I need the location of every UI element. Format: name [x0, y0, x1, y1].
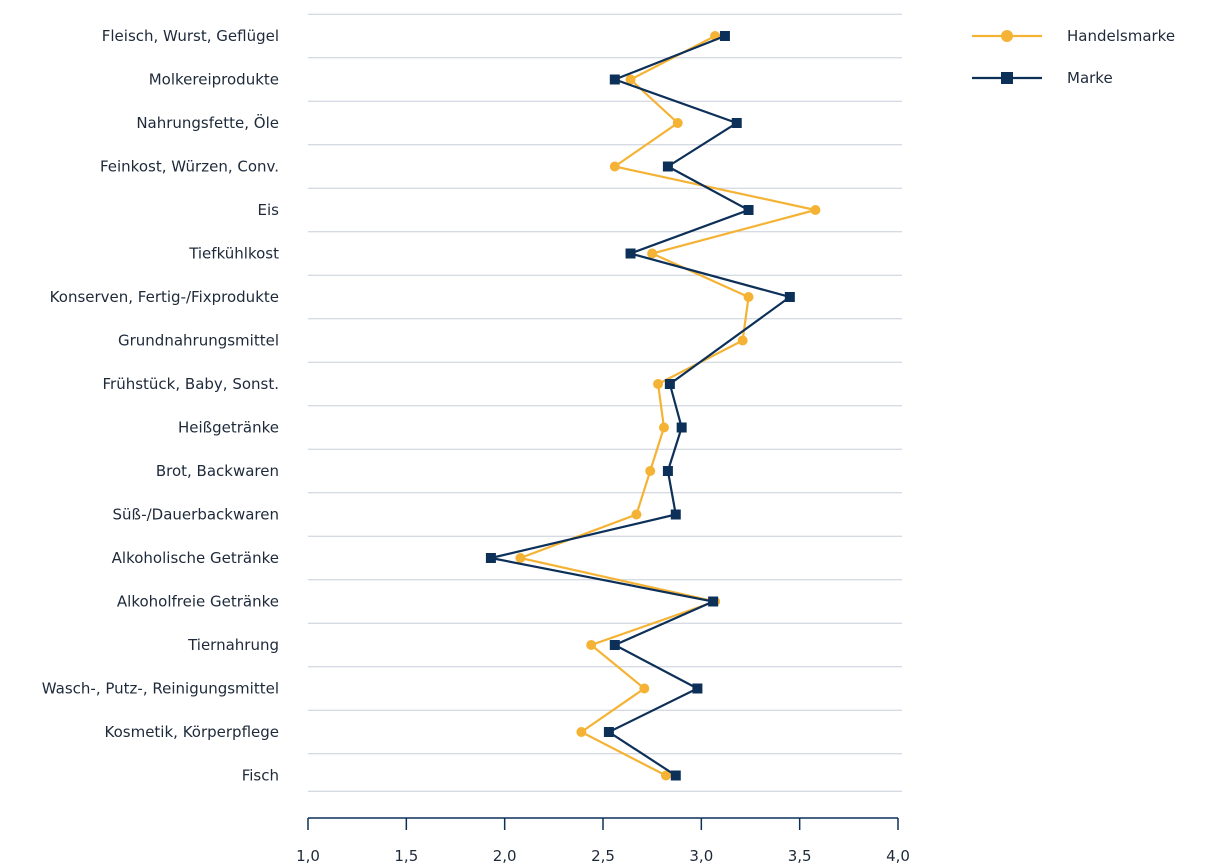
marke-point — [743, 205, 754, 215]
handelsmarke-point — [639, 683, 650, 694]
legend-marker-handelsmarke — [1001, 30, 1013, 42]
x-tick-label: 3,0 — [689, 847, 713, 864]
handelsmarke-point — [810, 205, 821, 215]
marke-point — [708, 596, 719, 607]
handelsmarke-point — [653, 379, 664, 389]
legend-label-marke: Marke — [1067, 69, 1113, 87]
marke-point — [664, 379, 675, 389]
marke-point — [485, 553, 496, 563]
category-label: Konserven, Fertig-/Fixprodukte — [50, 288, 279, 306]
category-label: Alkoholische Getränke — [112, 549, 279, 567]
handelsmarke-point — [609, 161, 620, 172]
category-label: Alkoholfreie Getränke — [117, 593, 279, 611]
marke-point — [692, 683, 703, 694]
handelsmarke-point — [647, 248, 658, 259]
handelsmarke-point — [672, 118, 683, 128]
x-tick-label: 2,0 — [493, 847, 517, 864]
category-label: Kosmetik, Körperpflege — [105, 723, 280, 741]
marke-point — [676, 422, 687, 433]
category-label: Frühstück, Baby, Sonst. — [103, 375, 279, 393]
handelsmarke-point — [576, 727, 587, 737]
category-labels: Fleisch, Wurst, Geflügel Molkereiprodukte… — [42, 27, 279, 785]
marke-point — [670, 770, 681, 781]
x-tick-label: 4,0 — [886, 847, 910, 864]
grid-lines — [308, 13, 902, 792]
handelsmarke-point — [586, 640, 597, 650]
marke-point — [625, 248, 636, 259]
category-label: Eis — [258, 201, 280, 219]
handelsmarke-point — [625, 74, 636, 85]
category-label: Molkereiprodukte — [149, 71, 279, 89]
marke-point — [719, 31, 730, 41]
category-label: Feinkost, Würzen, Conv. — [100, 158, 279, 176]
category-label: Nahrungsfette, Öle — [136, 113, 279, 132]
legend-label-handelsmarke: Handelsmarke — [1067, 27, 1175, 45]
handelsmarke-point — [631, 509, 642, 520]
marke-point — [662, 466, 673, 476]
x-tick-label: 1,0 — [296, 847, 320, 864]
handelsmarke-line — [516, 35, 816, 777]
marke-point — [784, 292, 795, 302]
marke-point — [603, 727, 614, 737]
category-label: Wasch-, Putz-, Reinigungsmittel — [42, 680, 279, 698]
handelsmarke-point — [660, 770, 671, 781]
category-label: Tiernahrung — [187, 636, 279, 654]
marke-point — [670, 509, 681, 520]
handelsmarke-point — [743, 292, 754, 302]
marke-point — [609, 640, 620, 650]
category-label: Grundnahrungsmittel — [118, 332, 279, 350]
handelsmarke-point — [515, 553, 526, 563]
x-axis: 1,0 1,5 2,0 2,5 3,0 3,5 4,0 — [296, 817, 910, 864]
category-label: Fisch — [242, 767, 279, 785]
x-tick-label: 1,5 — [394, 847, 418, 864]
handelsmarke-point — [658, 422, 669, 433]
handelsmarke-point — [737, 335, 748, 346]
category-label: Heißgetränke — [178, 419, 279, 437]
legend: Handelsmarke Marke — [972, 27, 1175, 87]
x-tick-label: 2,5 — [591, 847, 615, 864]
handelsmarke-point — [645, 466, 656, 476]
category-label: Süß-/Dauerbackwaren — [112, 506, 279, 524]
series-layer — [485, 31, 821, 781]
category-label: Fleisch, Wurst, Geflügel — [102, 27, 279, 45]
marke-point — [731, 118, 742, 128]
category-label: Tiefkühlkost — [188, 245, 279, 263]
legend-marker-marke — [1001, 72, 1013, 84]
marke-point — [609, 74, 620, 85]
x-tick-label: 3,5 — [788, 847, 812, 864]
marke-point — [662, 161, 673, 172]
category-label: Brot, Backwaren — [156, 462, 279, 480]
